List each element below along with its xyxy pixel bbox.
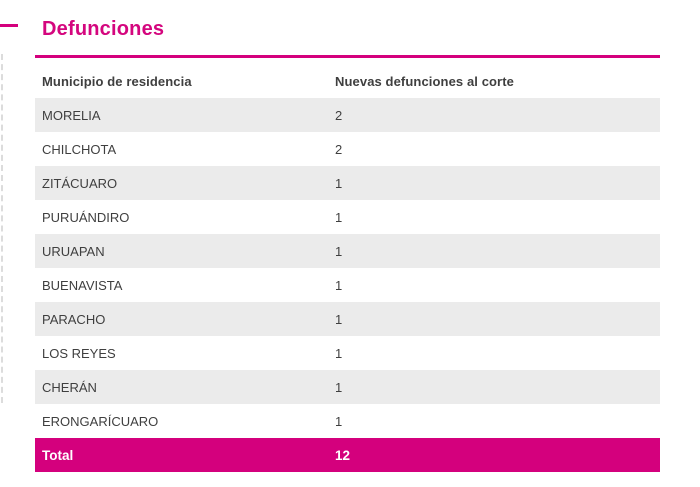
table-row: PARACHO 1	[35, 302, 660, 336]
municipio-cell: ERONGARÍCUARO	[42, 413, 159, 429]
municipio-cell: PURUÁNDIRO	[42, 209, 130, 225]
nuevas-defunciones-cell: 1	[335, 243, 343, 259]
municipio-cell: ZITÁCUARO	[42, 175, 118, 191]
table-row: PURUÁNDIRO 1	[35, 200, 660, 234]
table-row: ERONGARÍCUARO 1	[35, 404, 660, 438]
pink-tick-mark	[0, 24, 18, 27]
municipio-cell: CHILCHOTA	[42, 141, 117, 157]
table-row: URUAPAN 1	[35, 234, 660, 268]
nuevas-defunciones-cell: 2	[335, 107, 343, 123]
nuevas-defunciones-cell: 1	[335, 175, 343, 191]
nuevas-defunciones-cell: 1	[335, 209, 343, 225]
table-header-row: Municipio de residencia Nuevas defuncion…	[35, 58, 660, 98]
left-dashed-divider	[1, 54, 3, 403]
nuevas-defunciones-cell: 1	[335, 379, 343, 395]
column-header-municipio: Municipio de residencia	[42, 74, 192, 89]
municipio-cell: LOS REYES	[42, 345, 116, 361]
table-row: LOS REYES 1	[35, 336, 660, 370]
municipio-cell: BUENAVISTA	[42, 277, 123, 293]
municipio-cell: PARACHO	[42, 311, 106, 327]
nuevas-defunciones-cell: 1	[335, 277, 343, 293]
municipio-cell: URUAPAN	[42, 243, 105, 259]
table-row: ZITÁCUARO 1	[35, 166, 660, 200]
table-total-row: Total 12	[35, 438, 660, 472]
table-row: MORELIA 2	[35, 98, 660, 132]
municipio-cell: MORELIA	[42, 107, 101, 123]
nuevas-defunciones-cell: 1	[335, 345, 343, 361]
table-row: CHERÁN 1	[35, 370, 660, 404]
column-header-nuevas-defunciones: Nuevas defunciones al corte	[335, 74, 514, 89]
municipio-cell: CHERÁN	[42, 379, 97, 395]
panel-title: Defunciones	[42, 18, 165, 40]
total-label-cell: Total	[42, 447, 74, 463]
table-body: MORELIA 2 CHILCHOTA 2 ZITÁCUARO 1 PURUÁNDIRO 1 U…	[35, 98, 660, 438]
table-row: CHILCHOTA 2	[35, 132, 660, 166]
nuevas-defunciones-cell: 1	[335, 413, 343, 429]
defunciones-panel: Defunciones Municipio de residencia Nuev…	[35, 0, 660, 472]
total-value-cell: 12	[335, 447, 351, 463]
nuevas-defunciones-cell: 2	[335, 141, 343, 157]
defunciones-table: Municipio de residencia Nuevas defuncion…	[35, 55, 660, 472]
nuevas-defunciones-cell: 1	[335, 311, 343, 327]
table-row: BUENAVISTA 1	[35, 268, 660, 302]
